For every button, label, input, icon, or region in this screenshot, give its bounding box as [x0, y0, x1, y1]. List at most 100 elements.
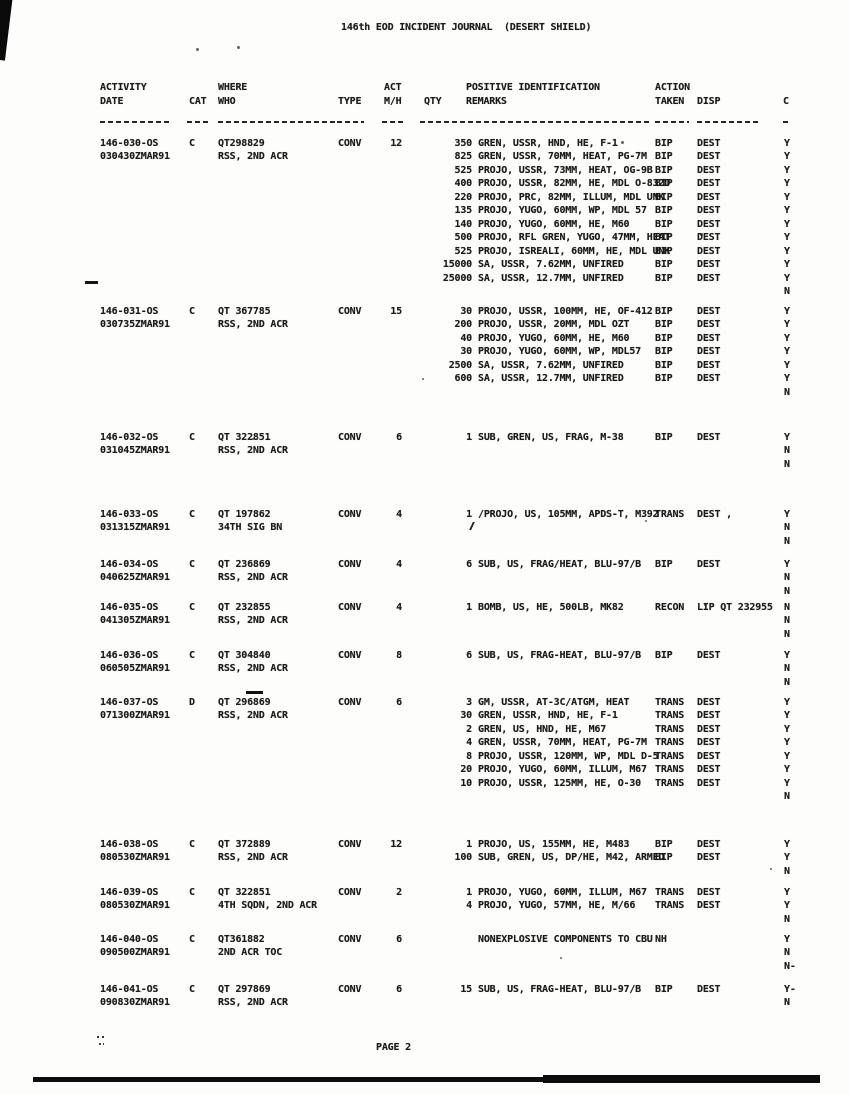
where-grid-ref: QT 197862 [218, 509, 271, 520]
complete-flag: Y [784, 306, 790, 317]
remark: SA, USSR, 7.62MM, UNFIRED [478, 259, 624, 271]
remark: PROJO, YUGO, 57MM, HE, M/66 [478, 900, 636, 912]
qty: 10 [460, 777, 472, 789]
incident-type: CONV [338, 887, 362, 898]
complete-flag: Y [784, 650, 790, 661]
action-taken: TRANS [655, 710, 685, 722]
complete-flag: Y [784, 164, 790, 176]
complete-flag: Y [784, 218, 790, 230]
qty: 15 [460, 984, 472, 995]
activity-date: 090830ZMAR91 [100, 997, 170, 1009]
action-taken: BIP [655, 306, 673, 317]
col-header-where: WHERE [218, 82, 248, 93]
header-rule [697, 121, 759, 123]
action-taken: TRANS [655, 887, 685, 898]
complete-flag: Y [784, 509, 790, 520]
action-taken: TRANS [655, 750, 685, 762]
page-number: PAGE 2 [376, 1042, 411, 1053]
disposition: DEST [697, 205, 721, 217]
action-taken: TRANS [655, 777, 685, 789]
qty: 525 [454, 245, 473, 257]
where-grid-ref: QT 322851 [218, 432, 271, 443]
disposition: DEST [697, 432, 721, 443]
who-unit: 34TH SIG BN [218, 522, 283, 534]
remark: PROJO, USSR, 100MM, HE, OF-412 [478, 306, 653, 317]
disposition: DEST [697, 697, 721, 708]
where-grid-ref: QT 367785 [218, 306, 271, 317]
col-header-activity: ACTIVITY [100, 82, 147, 93]
qty: 825 [454, 151, 473, 163]
action-taken: BIP [655, 559, 673, 570]
header-rule [655, 121, 689, 123]
action-taken: BIP [655, 205, 673, 217]
activity-date: 090500ZMAR91 [100, 947, 170, 959]
col-header-qty: QTY [424, 96, 442, 107]
underline-artifact [246, 691, 263, 694]
complete-flag: N [784, 913, 790, 925]
complete-flag: Y [784, 852, 790, 864]
speck [621, 141, 624, 144]
activity-date: 080530ZMAR91 [100, 852, 170, 864]
disposition: DEST [697, 900, 721, 912]
remark: GREN, USSR, 70MM, HEAT, PG-7M [478, 151, 647, 163]
who-unit: RSS, 2ND ACR [218, 615, 288, 627]
speck [237, 46, 240, 49]
category: C [189, 650, 195, 661]
remark: PROJO, YUGO, 60MM, WP, MDL 57 [478, 205, 647, 217]
qty: 30 [460, 306, 472, 317]
header-rule [218, 121, 336, 123]
complete-flag: Y [784, 559, 790, 570]
remark: PROJO, YUGO, 60MM, WP, MDL57 [478, 346, 641, 358]
activity-date: 060505ZMAR91 [100, 663, 170, 675]
disposition: DEST [697, 332, 721, 344]
remark: SUB, US, FRAG-HEAT, BLU-97/B [478, 650, 641, 661]
complete-flag: Y [784, 346, 790, 358]
qty: 2 [466, 723, 472, 735]
qty: 1 [466, 509, 472, 520]
activity-number: 146-032-OS [100, 432, 159, 443]
who-unit: 2ND ACR TOC [218, 947, 283, 959]
complete-flag: N [784, 458, 790, 470]
remark: PROJO, YUGO, 60MM, HE, M60 [478, 218, 630, 230]
incident-type: CONV [338, 432, 362, 443]
activity-number: 146-038-OS [100, 839, 159, 850]
col-header-who: WHO [218, 96, 236, 107]
qty: 30 [460, 346, 472, 358]
speck [196, 48, 199, 51]
man-hours: 12 [390, 839, 402, 850]
disposition: DEST [697, 259, 721, 271]
col-header-cat: CAT [189, 96, 207, 107]
action-taken: BIP [655, 432, 673, 443]
qty: 1 [466, 887, 472, 898]
disposition: DEST [697, 232, 721, 244]
who-unit: 4TH SQDN, 2ND ACR [218, 900, 317, 912]
complete-flag: Y [784, 272, 790, 284]
complete-flag: N [784, 791, 790, 803]
where-grid-ref: QT361882 [218, 934, 265, 945]
disposition: DEST [697, 164, 721, 176]
complete-flag: Y [784, 205, 790, 217]
disposition: DEST [697, 272, 721, 284]
activity-number: 146-036-OS [100, 650, 159, 661]
qty: 6 [466, 559, 472, 570]
complete-flag: Y [784, 764, 790, 776]
category: C [189, 509, 195, 520]
man-hours: 12 [390, 138, 402, 149]
speck [704, 604, 706, 606]
complete-flag: Y [784, 332, 790, 344]
action-taken: BIP [655, 245, 673, 257]
qty: 20 [460, 764, 472, 776]
action-taken: BIP [655, 259, 673, 271]
disposition: DEST [697, 710, 721, 722]
action-taken: BIP [655, 332, 673, 344]
who-unit: RSS, 2ND ACR [218, 319, 288, 331]
incident-type: CONV [338, 697, 362, 708]
remark: SA, USSR, 12.7MM, UNFIRED [478, 373, 624, 385]
col-header-mh: M/H [384, 96, 402, 107]
qty: 8 [466, 750, 472, 762]
qty: 30 [460, 710, 472, 722]
action-taken: BIP [655, 272, 673, 284]
disposition: DEST [697, 151, 721, 163]
header-rule [382, 121, 406, 123]
disposition: DEST [697, 359, 721, 371]
